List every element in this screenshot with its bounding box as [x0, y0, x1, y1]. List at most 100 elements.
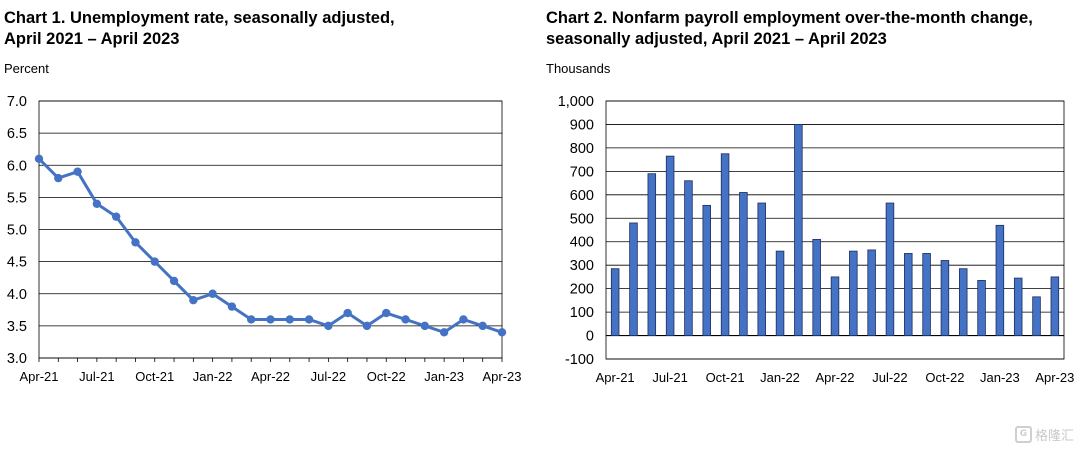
data-point [459, 315, 468, 324]
bar [958, 268, 968, 336]
bar [849, 250, 858, 336]
chart1-title: Chart 1. Unemployment rate, seasonally a… [4, 8, 524, 50]
bar [757, 202, 766, 336]
bar [647, 173, 657, 336]
data-point [285, 315, 294, 324]
y-tick-label: 3.5 [7, 319, 27, 335]
bar [1013, 277, 1023, 336]
data-point [208, 289, 217, 298]
data-point [324, 321, 333, 331]
bar [702, 204, 712, 336]
x-tick-label: Apr-21 [596, 370, 635, 385]
x-tick-label: Apr-23 [482, 369, 521, 384]
bar [794, 124, 803, 336]
x-tick-label: Apr-23 [1035, 370, 1074, 385]
chart2-title-line1: Chart 2. Nonfarm payroll employment over… [546, 9, 1033, 27]
x-tick-label: Oct-22 [925, 370, 964, 385]
bar [830, 276, 840, 336]
y-tick-label: 6.5 [7, 126, 27, 142]
bar [775, 250, 785, 336]
data-point [92, 199, 102, 208]
watermark: G 格隆汇 [1014, 425, 1074, 444]
bar [940, 260, 950, 336]
y-tick-label: 0 [586, 329, 594, 345]
bar [1050, 276, 1060, 336]
bar [665, 155, 675, 336]
bar [610, 268, 620, 336]
y-tick-label: 6.0 [7, 158, 27, 174]
x-tick-label: Jan-23 [980, 370, 1020, 385]
y-tick-label: 400 [570, 235, 594, 251]
data-point [150, 257, 159, 266]
y-tick-label: 800 [570, 141, 594, 157]
x-tick-label: Jul-22 [872, 370, 907, 385]
logo-icon: G [1014, 426, 1032, 443]
x-tick-label: Oct-21 [135, 369, 174, 384]
bar [885, 202, 895, 336]
x-tick-label: Oct-22 [367, 369, 406, 384]
y-tick-label: 4.0 [7, 287, 27, 303]
bar [720, 153, 730, 336]
data-point [54, 173, 63, 183]
bar [995, 224, 1005, 336]
data-point [34, 154, 44, 164]
bar [739, 192, 748, 336]
x-tick-label: Jan-23 [424, 369, 464, 384]
bar [977, 280, 986, 336]
data-point [343, 308, 352, 318]
data-point [266, 315, 275, 324]
bar [922, 253, 931, 336]
y-tick-label: -100 [565, 352, 594, 368]
payroll-bar-chart: -100 0 100 200 300 400 500 600 700 800 900 1,000 Apr… [558, 94, 1075, 385]
bar [1032, 296, 1041, 336]
data-point [131, 238, 140, 247]
plot-frame [605, 100, 1065, 360]
bar [629, 222, 638, 336]
x-tick-label: Jan-22 [760, 370, 800, 385]
y-tick-label: 900 [570, 117, 594, 133]
chart2-title: Chart 2. Nonfarm payroll employment over… [546, 8, 1076, 50]
x-tick-label: Jul-21 [652, 370, 687, 385]
data-point [420, 321, 430, 331]
data-point [73, 167, 82, 176]
bar [867, 249, 876, 336]
watermark-text: 格隆汇 [1034, 429, 1074, 444]
data-point [382, 308, 391, 318]
x-tick-label: Jan-22 [193, 369, 233, 384]
x-tick-label: Oct-21 [706, 370, 745, 385]
unemployment-line-chart: 3.0 3.5 4.0 4.5 5.0 5.5 6.0 6.5 7.0 Apr-21 Jul-21 O… [7, 94, 522, 384]
data-point [478, 321, 487, 331]
y-tick-label: 300 [570, 258, 594, 274]
y-tick-label: 100 [570, 305, 594, 321]
y-tick-label: 3.0 [7, 351, 27, 367]
x-tick-label: Apr-21 [19, 369, 58, 384]
x-tick-label: Apr-22 [815, 370, 854, 385]
y-tick-label: 4.5 [7, 255, 27, 271]
x-tick-label: Apr-22 [251, 369, 290, 384]
data-point [497, 328, 507, 337]
data-point [304, 315, 314, 324]
data-point [247, 315, 256, 324]
y-tick-label: 200 [570, 282, 594, 298]
data-point [111, 212, 121, 221]
data-point [439, 328, 449, 337]
chart2-unit-label: Thousands [546, 61, 611, 76]
data-point [169, 276, 179, 286]
bar [684, 180, 693, 336]
y-tick-label: 600 [570, 188, 594, 204]
x-tick-label: Jul-21 [79, 369, 114, 384]
chart1-title-line2: April 2021 – April 2023 [4, 30, 180, 48]
bar [904, 253, 913, 336]
x-tick-label: Jul-22 [311, 369, 346, 384]
y-tick-label: 5.5 [7, 190, 27, 206]
y-tick-label: 5.0 [7, 223, 27, 239]
y-tick-label: 7.0 [7, 94, 27, 110]
bar [812, 238, 821, 336]
y-tick-label: 700 [570, 164, 594, 180]
chart1-title-line1: Chart 1. Unemployment rate, seasonally a… [4, 9, 395, 27]
data-point [189, 295, 198, 305]
chart2-title-line2: seasonally adjusted, April 2021 – April … [546, 30, 887, 48]
data-point [227, 302, 237, 311]
chart1-unit-label: Percent [4, 61, 49, 76]
y-tick-label: 1,000 [558, 94, 594, 110]
